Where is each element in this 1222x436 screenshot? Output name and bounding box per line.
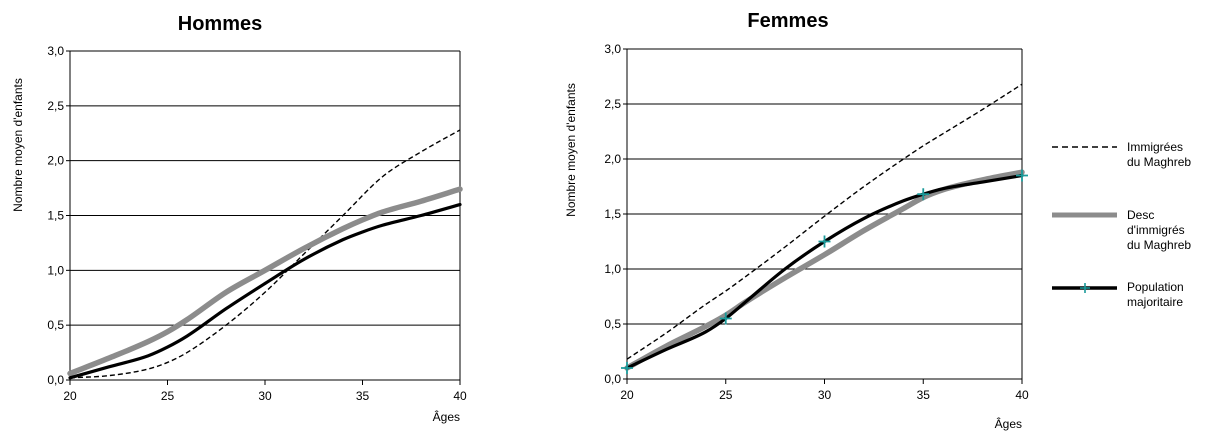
legend-label: majoritaire bbox=[1127, 295, 1183, 309]
x-axis-title: Âges bbox=[995, 416, 1022, 431]
y-tick-label: 3,0 bbox=[604, 42, 621, 56]
y-tick-label: 2,0 bbox=[47, 154, 64, 168]
gridlines bbox=[66, 50, 461, 385]
legend-item-descendants: Desc d'immigrés du Maghreb bbox=[1052, 208, 1191, 252]
series-markers bbox=[621, 169, 1028, 374]
chart-hommes: Hommes Nombre moyen d'enfants Âges 0,00,… bbox=[11, 13, 467, 424]
y-tick-label: 0,5 bbox=[604, 317, 621, 331]
legend-item-population: Population majoritaire bbox=[1052, 280, 1184, 309]
series-line-descendants bbox=[67, 186, 463, 377]
y-tick-label: 0,0 bbox=[47, 373, 64, 387]
chart-femmes: Femmes Nombre moyen d'enfants Âges 0,00,… bbox=[564, 10, 1029, 431]
y-tick-label: 3,0 bbox=[47, 44, 64, 58]
series-line-immigrees bbox=[626, 83, 1023, 360]
y-tick-label: 0,0 bbox=[604, 372, 621, 386]
data-point-marker-plus-icon bbox=[1016, 169, 1028, 182]
x-tick-label: 25 bbox=[719, 388, 733, 402]
data-point-marker-plus-icon bbox=[719, 312, 732, 325]
x-tick-label: 40 bbox=[453, 389, 467, 403]
x-tick-label: 35 bbox=[356, 389, 370, 403]
legend-label: Population bbox=[1127, 280, 1184, 294]
data-point-marker-plus-icon bbox=[917, 188, 930, 201]
data-point-marker-plus-icon bbox=[818, 235, 831, 248]
y-tick-label: 1,5 bbox=[604, 207, 621, 221]
x-tick-label: 20 bbox=[620, 388, 634, 402]
y-tick-label: 2,0 bbox=[604, 152, 621, 166]
y-tick-label: 2,5 bbox=[604, 97, 621, 111]
legend-marker-plus-icon bbox=[1080, 283, 1090, 293]
y-tick-label: 2,5 bbox=[47, 99, 64, 113]
y-tick-label: 1,5 bbox=[47, 209, 64, 223]
legend-label: du Maghreb bbox=[1127, 238, 1191, 252]
y-tick-labels: 0,0 0,5 1,0 1,5 2,0 2,5 3,0 bbox=[604, 42, 621, 386]
x-tick-labels: 20 25 30 35 40 bbox=[63, 389, 467, 403]
series-line-immigrees bbox=[69, 129, 461, 379]
x-tick-label: 35 bbox=[917, 388, 931, 402]
legend-label: d'immigrés bbox=[1127, 223, 1185, 237]
y-tick-label: 0,5 bbox=[47, 318, 64, 332]
x-tick-label: 40 bbox=[1015, 388, 1029, 402]
y-tick-labels: 0,0 0,5 1,0 1,5 2,0 2,5 3,0 bbox=[47, 44, 64, 387]
y-tick-label: 1,0 bbox=[604, 262, 621, 276]
series-line-descendants bbox=[624, 169, 1025, 371]
series-line-population bbox=[68, 202, 462, 380]
data-point-marker-plus-icon bbox=[621, 362, 633, 374]
chart-title: Hommes bbox=[178, 13, 262, 35]
series-lines bbox=[624, 83, 1025, 371]
x-tick-label: 20 bbox=[63, 389, 77, 403]
legend-label: Immigrées bbox=[1127, 140, 1183, 154]
series-lines bbox=[67, 129, 463, 380]
x-axis-title: Âges bbox=[433, 409, 460, 424]
y-axis-title: Nombre moyen d'enfants bbox=[11, 78, 25, 212]
x-tick-label: 30 bbox=[258, 389, 272, 403]
y-tick-label: 1,0 bbox=[47, 263, 64, 277]
chart-title: Femmes bbox=[747, 10, 828, 32]
legend: Immigrées du Maghreb Desc d'immigrés du … bbox=[1052, 140, 1191, 309]
x-tick-label: 30 bbox=[818, 388, 832, 402]
y-axis-title: Nombre moyen d'enfants bbox=[564, 83, 578, 217]
x-tick-labels: 20 25 30 35 40 bbox=[620, 388, 1029, 402]
legend-label: du Maghreb bbox=[1127, 155, 1191, 169]
legend-label: Desc bbox=[1127, 208, 1154, 222]
gridlines bbox=[623, 48, 1023, 384]
legend-item-immigrees: Immigrées du Maghreb bbox=[1052, 140, 1191, 169]
x-tick-label: 25 bbox=[161, 389, 175, 403]
